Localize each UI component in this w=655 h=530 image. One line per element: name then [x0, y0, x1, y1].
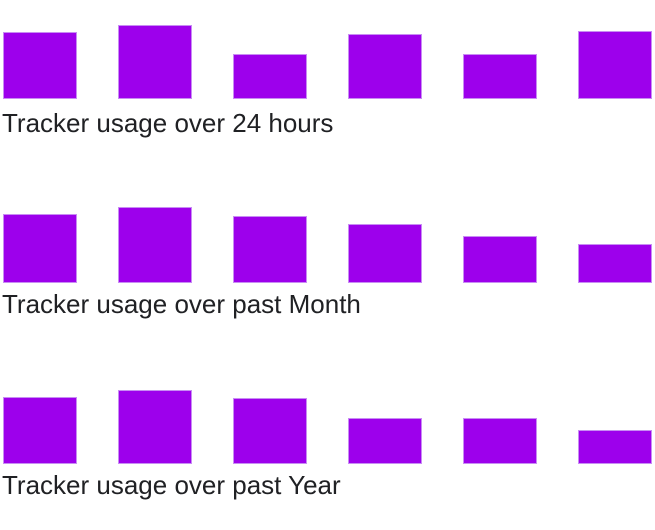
bar	[2, 214, 77, 283]
bar	[463, 236, 538, 283]
bar	[463, 54, 538, 99]
bar	[578, 430, 653, 464]
chart-title-past-month: Tracker usage over past Month	[2, 289, 361, 319]
bar	[348, 418, 423, 464]
bar	[578, 31, 653, 99]
bar	[348, 224, 423, 283]
bar	[117, 25, 192, 99]
chart-title-24-hours: Tracker usage over 24 hours	[2, 108, 334, 138]
bar	[2, 32, 77, 99]
chart-title-past-year: Tracker usage over past Year	[2, 470, 341, 500]
bar	[348, 34, 423, 99]
bar	[463, 418, 538, 464]
bar	[2, 397, 77, 464]
bar	[117, 207, 192, 283]
bar	[232, 54, 307, 99]
bar-chart-past-month	[0, 203, 655, 283]
bar-chart-24-hours	[0, 19, 655, 99]
bar	[578, 244, 653, 283]
bar	[232, 398, 307, 464]
bar	[117, 390, 192, 464]
bar	[232, 216, 307, 283]
bar-chart-past-year	[0, 384, 655, 464]
